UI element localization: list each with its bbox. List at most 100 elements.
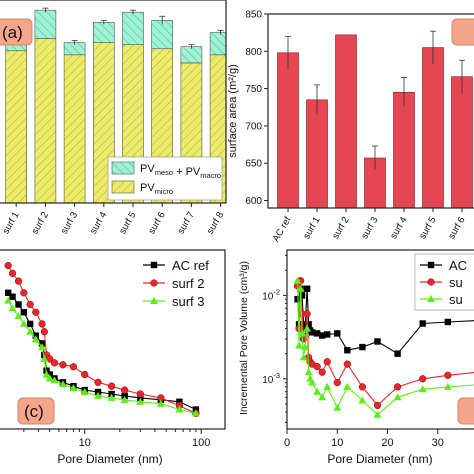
x-tick-label-a-3: surf 3 — [59, 210, 80, 236]
point-c-2-17 — [136, 397, 145, 405]
point-d-2-14 — [343, 382, 352, 390]
legend-text-part-a-1: PV — [140, 182, 155, 194]
point-c-1-16 — [120, 386, 129, 394]
point-d-1-17 — [393, 383, 402, 391]
bar-surface-area-4 — [393, 92, 415, 208]
legend-label-d-0: AC — [449, 258, 467, 273]
legend-text-part-a-0: macro — [200, 171, 221, 180]
y-tick-base-d-0: 10 — [262, 375, 274, 386]
point-c-2-15 — [107, 393, 116, 401]
panel-a-pore-volume-chart: surf 1 surf 2 surf 3 surf 4 surf 5 surf 6 surf… — [0, 0, 227, 236]
point-d-2-1 — [295, 341, 304, 349]
point-d-1-14 — [343, 360, 351, 368]
x-tick-label-b-0: AC ref — [271, 215, 294, 244]
x-tick-label-d-0: 0 — [284, 437, 290, 449]
point-d-2-7 — [304, 368, 313, 376]
point-d-2-16 — [373, 410, 382, 418]
panel-b-x-tick-labels: AC ref surf 1 surf 2 surf 3 surf 4 surf 5 surf… — [271, 208, 468, 244]
x-tick-label-a-4: surf 4 — [88, 210, 109, 236]
point-d-2-6 — [303, 324, 312, 332]
point-d-2-2 — [296, 284, 305, 292]
panel-d-x-ticks: 0 10 20 30 — [284, 429, 444, 449]
point-d-1-6 — [303, 310, 311, 318]
panel-a-label: (a) — [0, 18, 33, 46]
panel-c-label-text: (c) — [24, 402, 44, 421]
point-c-1-3 — [20, 289, 28, 297]
bar-surface-area-0 — [277, 52, 299, 208]
point-d-0-9 — [308, 329, 316, 336]
panel-b-bars — [277, 30, 473, 208]
panel-d-incremental-chart: 0 10 20 30 10-310-2 Pore Diameter (nm) Incr… — [238, 249, 474, 466]
x-tick-label-a-6: surf 6 — [146, 210, 167, 236]
y-tick-label-d-1: 10-2 — [262, 287, 280, 302]
panel-d-frame — [286, 249, 474, 430]
point-d-0-12 — [324, 331, 331, 338]
point-d-0-7 — [305, 321, 312, 328]
point-d-2-18 — [418, 385, 427, 393]
point-d-0-6 — [303, 285, 311, 292]
point-c-1-11 — [59, 361, 67, 369]
y-tick-label-b-1: 650 — [245, 159, 262, 170]
point-c-1-4 — [26, 300, 34, 309]
point-c-2-20 — [191, 409, 200, 417]
bar-surface-area-2 — [335, 34, 357, 208]
bar-micro-1 — [5, 50, 27, 203]
point-d-0-16 — [374, 338, 381, 345]
point-d-2-3 — [298, 329, 307, 337]
point-c-2-16 — [120, 395, 129, 403]
legend-text-part-a-0: + PV — [173, 166, 201, 178]
panel-c-label: (c) — [17, 397, 55, 425]
panel-c-cumulative-chart: 10 100 Pore Diameter (nm) AC ref surf 2 sur… — [0, 249, 226, 466]
bar-meso-macro-5 — [122, 11, 144, 45]
point-c-2-1 — [8, 304, 17, 312]
point-d-0-19 — [444, 318, 452, 326]
point-c-0-2 — [15, 301, 22, 308]
x-tick-label-b-5: surf 5 — [417, 215, 438, 241]
point-c-2-13 — [80, 388, 89, 396]
legend-marker-c-1 — [150, 279, 158, 287]
x-tick-label-b-3: surf 3 — [359, 215, 380, 241]
point-d-0-18 — [419, 320, 426, 327]
y-tick-label-b-2: 700 — [245, 121, 262, 132]
point-d-2-9 — [308, 378, 317, 386]
point-c-1-17 — [136, 390, 144, 398]
point-c-1-2 — [14, 277, 23, 285]
legend-label-a-1: PVmicro — [140, 182, 173, 196]
x-tick-label-a-5: surf 5 — [117, 210, 138, 236]
point-c-2-18 — [156, 399, 165, 407]
panel-c-x-axis-label: Pore Diameter (nm) — [57, 452, 162, 466]
legend-text-part-a-1: micro — [155, 187, 173, 196]
bar-meso-macro-6 — [151, 19, 173, 50]
legend-label-d-2: su — [449, 292, 463, 307]
bar-micro-3 — [63, 54, 86, 203]
x-tick-label-d-2: 20 — [381, 437, 393, 449]
point-c-2-12 — [69, 384, 78, 392]
bar-meso-macro-4 — [93, 22, 115, 43]
point-c-1-1 — [8, 269, 17, 277]
legend-label-c-0: AC ref — [172, 258, 209, 273]
panel-c-legend: AC ref surf 2 surf 3 — [143, 258, 209, 309]
point-d-2-12 — [323, 382, 332, 390]
point-c-0-1 — [9, 293, 16, 300]
point-c-2-8 — [42, 370, 51, 378]
point-d-2-4 — [299, 353, 308, 361]
panel-b-y-ticks: 600 650 700 750 800 850 — [245, 10, 268, 207]
point-c-2-3 — [19, 319, 28, 327]
point-c-1-12 — [69, 363, 78, 371]
point-d-2-0 — [293, 276, 302, 284]
point-d-1-15 — [358, 383, 367, 391]
point-d-2-13 — [333, 403, 342, 411]
legend-text-part-a-0: PV — [140, 163, 155, 175]
x-tick-label-b-1: surf 1 — [301, 215, 322, 241]
x-tick-label-a-2: surf 2 — [30, 210, 51, 236]
y-tick-label-b-3: 750 — [245, 84, 262, 95]
bar-surface-area-6 — [451, 76, 473, 208]
point-d-1-19 — [444, 371, 452, 379]
panel-a-label-text: (a) — [2, 23, 23, 42]
point-c-2-14 — [94, 391, 103, 399]
legend-marker-d-2 — [427, 295, 435, 302]
legend-marker-c-0 — [150, 261, 158, 269]
legend-swatch-a-1 — [111, 180, 135, 194]
x-tick-label-a-8: surf 8 — [205, 210, 226, 236]
point-d-1-11 — [318, 368, 326, 376]
